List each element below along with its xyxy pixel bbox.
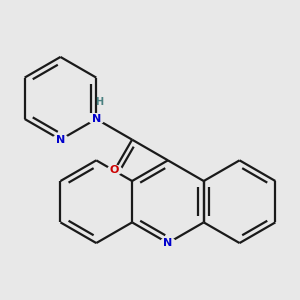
Ellipse shape (160, 238, 176, 248)
Text: H: H (95, 97, 103, 106)
Text: N: N (56, 135, 65, 145)
Ellipse shape (53, 134, 68, 145)
Ellipse shape (107, 165, 122, 175)
Text: N: N (163, 238, 172, 248)
Text: N: N (92, 114, 101, 124)
Text: O: O (110, 165, 119, 175)
Ellipse shape (89, 114, 104, 124)
